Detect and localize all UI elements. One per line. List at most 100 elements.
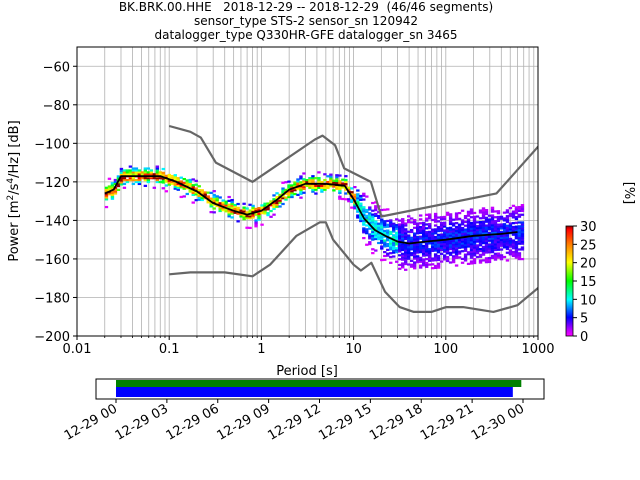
psd-cell [350,187,354,190]
psd-cell [227,211,231,214]
psd-cell [454,225,459,229]
psd-cell [517,252,522,255]
psd-cell [377,234,381,237]
psd-cell [442,250,447,253]
psd-cell [436,251,441,254]
psd-cell [454,216,459,219]
psd-cell [436,243,441,246]
psd-cell [371,248,375,251]
psd-cell [380,226,384,229]
psd-cell [287,195,291,199]
psd-cell [164,190,168,193]
psd-cell [442,246,447,249]
x-axis-ticks: 0.01 0.1 1 10 100 1000 [63,336,555,357]
psd-cell [427,250,432,253]
psd-cell [380,220,384,223]
psd-cell [484,226,489,229]
psd-cell [401,227,405,230]
psd-cell [484,259,489,262]
psd-cell [386,233,390,236]
psd-cell [412,255,417,258]
psd-cell [407,253,411,256]
psd-cell [433,247,438,250]
psd-cell [380,237,384,241]
psd-cell [466,210,471,213]
psd-cell [401,245,405,248]
psd-heatmap [104,165,525,271]
psd-cell [155,171,160,174]
psd-cell [430,230,435,233]
psd-cell [164,174,168,177]
psd-cell [392,224,396,227]
psd-cell [511,214,516,217]
psd-cell [389,223,393,226]
psd-cell [409,246,414,249]
psd-cell [176,179,180,182]
psd-cell [430,263,435,266]
psd-cell [487,226,492,229]
psd-cell [389,248,393,251]
psd-cell [421,260,426,263]
psd-cell [463,240,468,243]
psd-cell [317,180,321,184]
psd-cell [407,244,411,247]
psd-cell [353,205,357,208]
psd-cell [356,210,360,213]
psd-cell [520,227,525,230]
psd-cell [490,224,495,227]
psd-cell [344,175,348,178]
psd-cell [374,222,378,225]
psd-cell [427,248,432,251]
psd-cell [427,253,432,257]
psd-cell [386,248,390,251]
psd-cell [478,230,483,233]
psd-cell [404,233,408,237]
psd-cell [350,206,354,209]
psd-cell [152,186,157,189]
psd-cell [389,261,393,264]
psd-cell [439,237,444,240]
psd-cell [424,261,429,265]
psd-cell [442,229,447,232]
psd-cell [412,232,417,235]
psd-cell [520,238,525,241]
psd-cell [517,257,522,261]
psd-cell [173,181,177,185]
psd-cell [460,219,465,222]
psd-cell [155,173,160,176]
psd-cell [377,216,381,220]
psd-cell [508,239,513,242]
psd-cell [418,214,423,217]
psd-cell [487,239,492,242]
psd-cell [517,230,522,234]
y-axis-label: Power [m2/s4/Hz] [dB] [6,120,22,261]
psd-cell [412,263,417,266]
psd-cell [287,190,291,193]
psd-cell [517,207,522,211]
psd-cell [281,189,285,192]
psd-cell [131,177,136,180]
psd-cell [374,207,378,210]
psd-cell [520,246,525,249]
psd-cell [448,215,453,218]
psd-cell [170,174,174,178]
psd-cell [463,230,468,233]
psd-cell [269,209,273,213]
psd-cell [484,230,489,233]
psd-cell [454,252,459,256]
psd-cell [122,173,127,176]
psd-cell [481,226,486,229]
psd-cell [454,247,459,250]
psd-cell [433,214,438,218]
psd-cell [368,216,372,219]
psd-cell [218,206,222,209]
psd-cell [448,217,453,220]
psd-cell [149,177,154,180]
psd-cell [421,239,426,242]
psd-cell [299,196,303,199]
psd-cell [415,251,420,254]
psd-cell [412,240,417,243]
psd-cell [478,261,483,264]
psd-cell [433,253,438,256]
psd-cell [448,234,453,237]
